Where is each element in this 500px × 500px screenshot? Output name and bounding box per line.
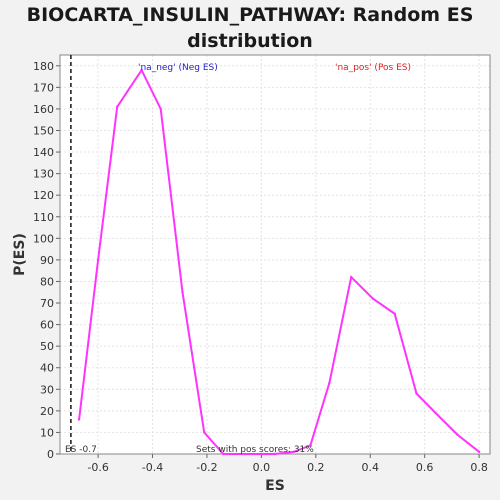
y-tick-label: 10 (40, 426, 54, 439)
y-tick-label: 110 (33, 211, 54, 224)
y-axis-title: P(ES) (12, 233, 28, 276)
x-tick-label: 0.0 (253, 461, 271, 474)
data-point (181, 291, 184, 294)
data-point (96, 258, 100, 262)
data-point (350, 275, 353, 279)
data-point (415, 392, 418, 395)
y-tick-label: 170 (33, 81, 54, 94)
x-tick-label: 0.2 (307, 461, 325, 474)
data-point (140, 68, 143, 72)
pos-es-label: 'na_pos' (Pos ES) (335, 63, 411, 73)
data-point (328, 381, 331, 385)
x-tick-label: 0.6 (416, 461, 434, 474)
data-point (456, 433, 459, 436)
y-tick-label: 60 (40, 319, 54, 332)
y-tick-label: 40 (40, 362, 54, 375)
data-point (222, 452, 225, 456)
tick-layer: 0 10 20 30 40 50 60 70 80 90 100 110 120 130 140 150 160… (33, 60, 488, 474)
y-tick-label: 150 (33, 124, 54, 137)
data-point (477, 450, 481, 454)
y-tick-label: 50 (40, 340, 54, 353)
grid-layer (60, 55, 490, 455)
y-tick-label: 90 (40, 254, 54, 267)
y-tick-label: 20 (40, 405, 54, 418)
y-tick-label: 140 (33, 146, 54, 159)
x-tick-label: -0.6 (87, 461, 108, 474)
y-tick-label: 160 (33, 103, 54, 116)
title-line-1: BIOCARTA_INSULIN_PATHWAY: Random ES (26, 4, 474, 26)
chart-title: BIOCARTA_INSULIN_PATHWAY: Random ES dist… (0, 2, 500, 54)
pos-scores-label: Sets with pos scores: 31% (196, 445, 314, 455)
x-tick-label: 0.4 (362, 461, 380, 474)
data-point (159, 107, 162, 111)
data-point (393, 312, 396, 316)
y-tick-label: 130 (33, 168, 54, 181)
es-value-label: ES -0.7 (65, 445, 97, 455)
y-tick-label: 0 (47, 448, 54, 461)
neg-es-label: 'na_neg' (Neg ES) (138, 63, 218, 73)
y-tick-label: 180 (33, 60, 54, 73)
x-tick-label: 0.8 (470, 461, 488, 474)
data-point (77, 418, 81, 421)
data-point (371, 297, 375, 300)
data-point (434, 411, 437, 415)
y-tick-label: 120 (33, 189, 54, 202)
data-point (260, 452, 263, 456)
title-line-2: distribution (187, 30, 313, 52)
x-tick-label: -0.4 (142, 461, 163, 474)
x-tick-label: -0.2 (196, 461, 217, 474)
y-tick-label: 70 (40, 297, 54, 310)
y-tick-label: 30 (40, 383, 54, 396)
point-layer (77, 68, 481, 456)
data-point (292, 450, 296, 454)
x-axis-title: ES (265, 478, 285, 494)
data-point (309, 444, 312, 447)
y-tick-label: 100 (33, 232, 54, 245)
data-point (273, 452, 277, 456)
data-point (243, 452, 247, 456)
y-tick-label: 80 (40, 275, 54, 288)
plot-background (60, 55, 490, 454)
data-point (203, 431, 206, 434)
data-point (115, 105, 119, 108)
